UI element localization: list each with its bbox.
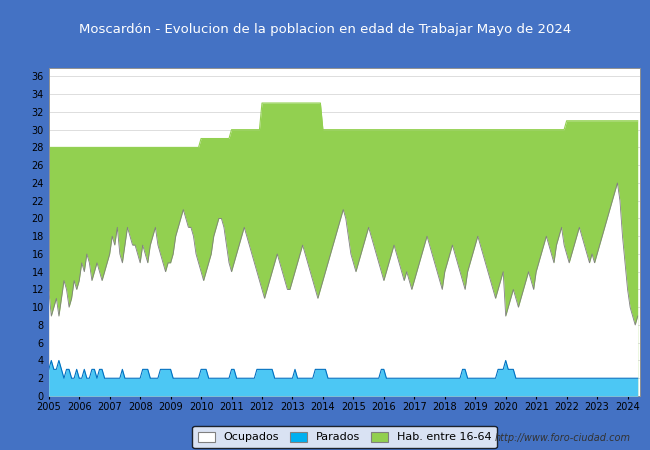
Text: http://www.foro-ciudad.com: http://www.foro-ciudad.com bbox=[495, 433, 630, 443]
Text: Moscardón - Evolucion de la poblacion en edad de Trabajar Mayo de 2024: Moscardón - Evolucion de la poblacion en… bbox=[79, 23, 571, 36]
Legend: Ocupados, Parados, Hab. entre 16-64: Ocupados, Parados, Hab. entre 16-64 bbox=[192, 426, 497, 448]
